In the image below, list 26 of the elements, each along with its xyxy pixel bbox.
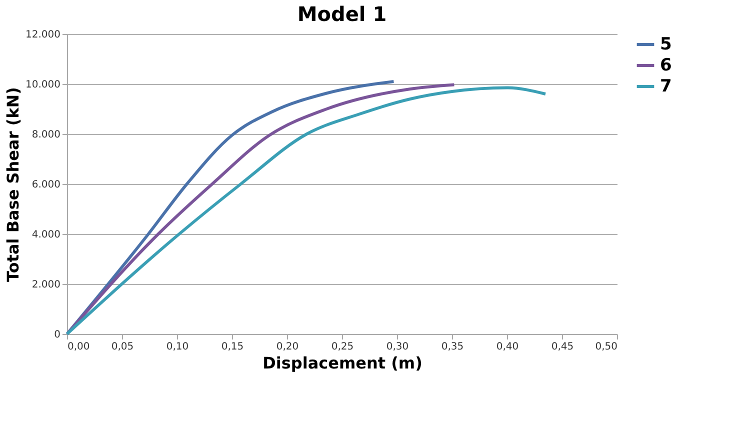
x-tick-label: 0,20 [276, 342, 299, 352]
x-tick-label: 0,00 [68, 342, 90, 352]
chart-title: Model 1 [297, 2, 387, 26]
y-tick-label: 8.000 [32, 130, 60, 140]
x-tick-label: 0,40 [496, 342, 519, 352]
legend-label: 5 [660, 34, 672, 54]
x-tick-label: 0,30 [386, 342, 409, 352]
line-series [66, 83, 456, 336]
x-tick-label: 0,05 [111, 342, 134, 352]
x-tick-label: 0,50 [595, 342, 618, 352]
line-series [66, 86, 547, 336]
y-tick-label: 12.000 [26, 30, 60, 40]
y-tick-label: 10.000 [26, 80, 60, 90]
x-tick-label: 0,35 [441, 342, 464, 352]
legend-label: 7 [660, 76, 672, 96]
x-tick-label: 0,15 [221, 342, 244, 352]
x-tick-label: 0,10 [166, 342, 189, 352]
y-tick-label: 2.000 [32, 280, 60, 290]
y-tick-label: 4.000 [32, 230, 60, 240]
legend-label: 6 [660, 56, 672, 76]
x-axis-title: Displacement (m) [262, 354, 422, 372]
y-tick-label: 6.000 [32, 180, 60, 190]
x-tick-label: 0,25 [331, 342, 354, 352]
y-axis-title: Total Base Shear (kN) [4, 87, 23, 282]
x-tick-label: 0,45 [551, 342, 574, 352]
y-tick-label: 0 [54, 330, 60, 340]
